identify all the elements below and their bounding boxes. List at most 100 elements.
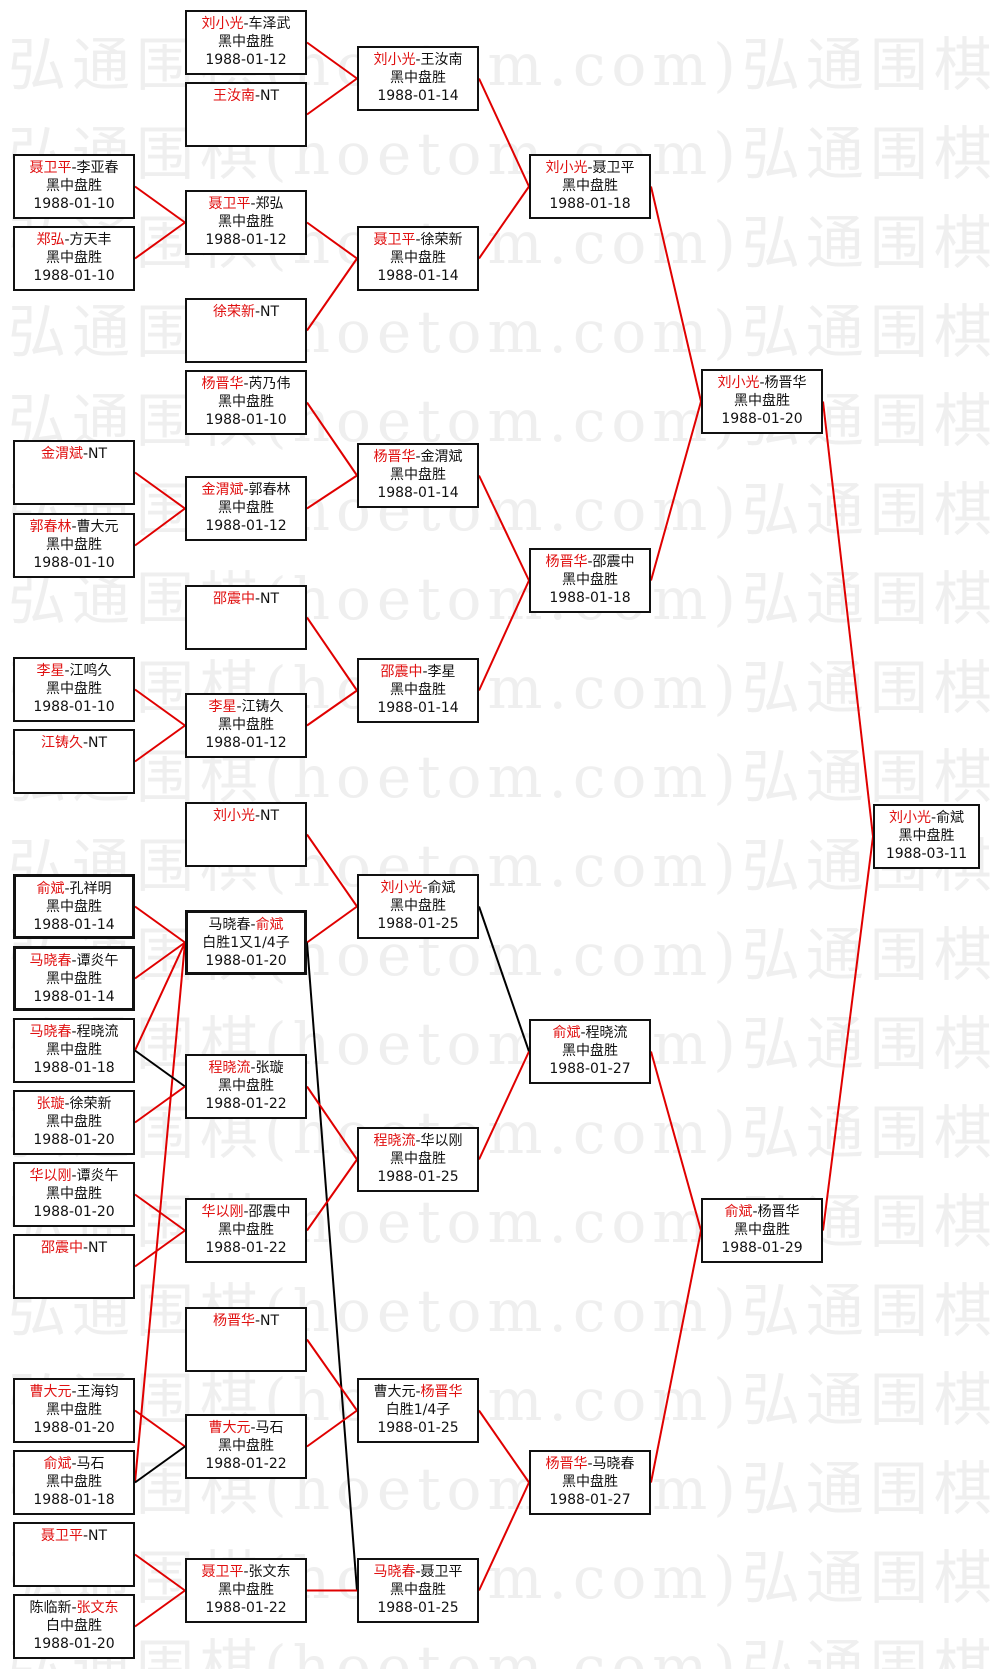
match-date: 1988-01-12 bbox=[205, 735, 287, 751]
match-players: 刘小光-杨晋华 bbox=[703, 374, 821, 392]
match-result bbox=[187, 1330, 305, 1348]
winner-name: 聂卫平 bbox=[29, 160, 72, 176]
winner-name: 江铸久 bbox=[40, 735, 83, 751]
bracket-connector bbox=[478, 185, 530, 260]
bracket-connector bbox=[306, 474, 358, 510]
match-players: 江铸久-NT bbox=[15, 734, 133, 752]
match-date bbox=[15, 1563, 133, 1581]
match-players: 马晓春-谭炎午 bbox=[16, 952, 132, 970]
match-box: 俞斌-马石 黑中盘胜 1988-01-18 bbox=[13, 1450, 135, 1515]
match-result: 黑中盘胜 bbox=[734, 1222, 790, 1238]
winner-name: 郑弘 bbox=[36, 232, 65, 248]
winner-name: 俞斌 bbox=[43, 1456, 72, 1472]
watermark-text: 弘通围棋(hoetom.com)弘通围棋(hoetom.com) bbox=[8, 1099, 990, 1167]
winner-name: 程晓流 bbox=[373, 1133, 416, 1149]
match-players: 曹大元-杨晋华 bbox=[359, 1383, 477, 1401]
bracket-connector bbox=[306, 1409, 358, 1448]
match-players: 邵震中-NT bbox=[15, 1239, 133, 1257]
match-box: 郑弘-方天丰 黑中盘胜 1988-01-10 bbox=[13, 226, 135, 291]
winner-name: 聂卫平 bbox=[208, 196, 251, 212]
match-players: 刘小光-聂卫平 bbox=[531, 159, 649, 177]
bracket-connector bbox=[478, 475, 530, 581]
match-result: 黑中盘胜 bbox=[562, 572, 618, 588]
opponent-name: -孔祥明 bbox=[64, 881, 112, 897]
match-result bbox=[15, 1545, 133, 1563]
match-result: 黑中盘胜 bbox=[218, 1078, 274, 1094]
bracket-connector bbox=[478, 1051, 530, 1160]
winner-name: 曹大元 bbox=[208, 1420, 251, 1436]
match-result bbox=[15, 752, 133, 770]
opponent-name: -程晓流 bbox=[71, 1024, 119, 1040]
match-players: 俞斌-孔祥明 bbox=[16, 880, 132, 898]
match-players: 马晓春-俞斌 bbox=[188, 916, 304, 934]
match-box: 邵震中-NT bbox=[185, 585, 307, 650]
opponent-name: 马晓春- bbox=[208, 917, 256, 933]
opponent-name: -徐荣新 bbox=[64, 1096, 112, 1112]
match-box: 陈临新-张文东 白中盘胜 1988-01-20 bbox=[13, 1594, 135, 1659]
bracket-connector bbox=[134, 905, 186, 944]
match-date: 1988-01-18 bbox=[33, 1060, 115, 1076]
match-box: 刘小光-王汝南 黑中盘胜 1988-01-14 bbox=[357, 46, 479, 111]
winner-name: 杨晋华 bbox=[373, 449, 416, 465]
match-result bbox=[15, 463, 133, 481]
winner-name: 杨晋华 bbox=[212, 1313, 255, 1329]
match-players: 刘小光-王汝南 bbox=[359, 51, 477, 69]
opponent-name: -方天丰 bbox=[64, 232, 112, 248]
bracket-connector bbox=[134, 221, 186, 260]
winner-name: 马晓春 bbox=[373, 1564, 416, 1580]
match-players: 华以刚-谭炎午 bbox=[15, 1167, 133, 1185]
bracket-connector bbox=[134, 471, 186, 510]
winner-name: 华以刚 bbox=[29, 1168, 72, 1184]
watermark-text: 弘通围棋(hoetom.com)弘通围棋(hoetom.com) bbox=[8, 832, 990, 900]
opponent-name: -杨晋华 bbox=[759, 375, 807, 391]
match-box: 郭春林-曹大元 黑中盘胜 1988-01-10 bbox=[13, 513, 135, 578]
match-result: 黑中盘胜 bbox=[46, 1402, 102, 1418]
match-players: 聂卫平-NT bbox=[15, 1527, 133, 1545]
match-result bbox=[15, 1257, 133, 1275]
match-result: 黑中盘胜 bbox=[46, 537, 102, 553]
match-box: 江铸久-NT bbox=[13, 729, 135, 794]
winner-name: 俞斌 bbox=[724, 1204, 753, 1220]
bracket-connector bbox=[306, 689, 358, 727]
opponent-name: -马石 bbox=[71, 1456, 105, 1472]
match-result: 黑中盘胜 bbox=[46, 1186, 102, 1202]
winner-name: 李星 bbox=[208, 699, 237, 715]
watermark-text: 弘通围棋(hoetom.com)弘通围棋(hoetom.com) bbox=[8, 1455, 990, 1523]
opponent-name: -王汝南 bbox=[415, 52, 463, 68]
bracket-connector bbox=[822, 401, 874, 837]
match-date: 1988-01-22 bbox=[205, 1600, 287, 1616]
match-box: 程晓流-华以刚 黑中盘胜 1988-01-25 bbox=[357, 1127, 479, 1192]
watermark-text: 弘通围棋(hoetom.com)弘通围棋(hoetom.com) bbox=[8, 743, 990, 811]
match-players: 杨晋华-NT bbox=[187, 1312, 305, 1330]
winner-name: 刘小光 bbox=[201, 16, 244, 32]
match-date: 1988-01-29 bbox=[721, 1240, 803, 1256]
match-date: 1988-01-22 bbox=[205, 1240, 287, 1256]
bracket-connector bbox=[650, 186, 702, 402]
opponent-name: -NT bbox=[254, 88, 280, 104]
match-players: 华以刚-邵震中 bbox=[187, 1203, 305, 1221]
opponent-name: -杨晋华 bbox=[752, 1204, 800, 1220]
winner-name: 刘小光 bbox=[717, 375, 760, 391]
opponent-name: -NT bbox=[82, 446, 108, 462]
match-box: 刘小光-俞斌 黑中盘胜 1988-03-11 bbox=[873, 804, 980, 869]
opponent-name: -NT bbox=[254, 591, 280, 607]
winner-name: 郭春林 bbox=[29, 519, 72, 535]
bracket-connector bbox=[306, 41, 358, 80]
match-date bbox=[187, 123, 305, 141]
match-result: 黑中盘胜 bbox=[390, 682, 446, 698]
match-result: 黑中盘胜 bbox=[46, 1042, 102, 1058]
bracket-connector bbox=[650, 1051, 702, 1231]
match-date: 1988-01-14 bbox=[377, 88, 459, 104]
opponent-name: -程晓流 bbox=[580, 1025, 628, 1041]
match-box: 杨晋华-芮乃伟 黑中盘胜 1988-01-10 bbox=[185, 370, 307, 435]
bracket-connector bbox=[478, 1482, 530, 1591]
match-box: 马晓春-程晓流 黑中盘胜 1988-01-18 bbox=[13, 1018, 135, 1083]
opponent-name: -俞斌 bbox=[422, 880, 456, 896]
winner-name: 杨晋华 bbox=[545, 554, 588, 570]
match-result: 白中盘胜 bbox=[46, 1618, 102, 1634]
match-result: 白胜1又1/4子 bbox=[202, 935, 290, 951]
match-date bbox=[187, 339, 305, 357]
bracket-connector bbox=[306, 905, 358, 944]
match-date: 1988-01-10 bbox=[33, 196, 115, 212]
bracket-connector bbox=[134, 724, 186, 763]
